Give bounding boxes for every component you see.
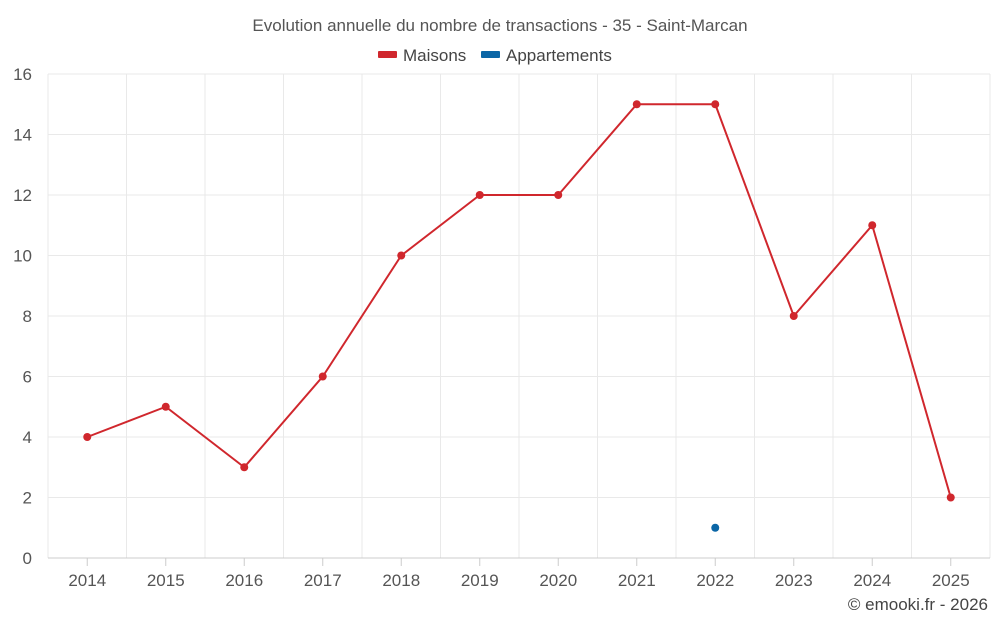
legend-swatch-maisons — [378, 51, 397, 58]
data-point-maisons-2017[interactable] — [318, 372, 327, 381]
x-tick-label: 2016 — [225, 571, 263, 590]
data-point-maisons-2018[interactable] — [397, 251, 406, 260]
x-tick-label: 2017 — [304, 571, 342, 590]
x-tick-label: 2022 — [696, 571, 734, 590]
legend-swatch-appartements — [481, 51, 500, 58]
data-point-maisons-2022[interactable] — [711, 100, 720, 109]
legend-label-maisons: Maisons — [403, 46, 466, 65]
series-line-maisons — [86, 103, 952, 498]
data-point-appartements-2022[interactable] — [711, 523, 720, 532]
data-point-maisons-2014[interactable] — [83, 433, 92, 441]
data-point-maisons-2021[interactable] — [632, 100, 641, 109]
y-tick-label: 14 — [13, 126, 32, 145]
x-tick-label: 2018 — [382, 571, 420, 590]
x-tick-label: 2015 — [147, 571, 185, 590]
y-tick-label: 10 — [13, 247, 32, 266]
x-axis: 2014 2015 2016 2017 2018 2019 2020 2021 2022 2023… — [48, 557, 990, 590]
y-tick-label: 12 — [13, 186, 32, 205]
data-point-maisons-2020[interactable] — [554, 191, 563, 199]
x-tick-label: 2020 — [539, 571, 577, 590]
y-tick-label: 4 — [23, 428, 32, 447]
grid — [47, 73, 991, 558]
y-tick-label: 8 — [23, 307, 32, 326]
y-tick-label: 0 — [23, 549, 32, 568]
data-point-maisons-2025[interactable] — [946, 493, 955, 502]
y-axis: 0 2 4 6 8 10 12 14 16 — [13, 65, 32, 568]
x-tick-label: 2014 — [68, 571, 106, 590]
chart-title: Evolution annuelle du nombre de transact… — [252, 16, 747, 35]
x-tick-label: 2019 — [461, 571, 499, 590]
x-tick-label: 2023 — [775, 571, 813, 590]
x-tick-label: 2021 — [618, 571, 656, 590]
series-maisons — [83, 100, 955, 502]
series-layer — [83, 100, 955, 532]
series-appartements — [711, 523, 720, 532]
data-point-maisons-2016[interactable] — [240, 463, 249, 472]
x-tick-label: 2024 — [853, 571, 891, 590]
data-point-maisons-2015[interactable] — [161, 402, 170, 411]
data-point-maisons-2024[interactable] — [868, 221, 877, 230]
legend-item-appartements[interactable]: Appartements — [481, 46, 612, 65]
legend-label-appartements: Appartements — [506, 46, 612, 65]
y-tick-label: 6 — [23, 368, 32, 387]
data-point-maisons-2019[interactable] — [475, 191, 484, 199]
legend-item-maisons[interactable]: Maisons — [378, 46, 466, 65]
data-point-maisons-2023[interactable] — [789, 312, 798, 320]
y-tick-label: 16 — [13, 65, 32, 84]
x-tick-label: 2025 — [932, 571, 970, 590]
y-tick-label: 2 — [23, 489, 32, 508]
credit-text: © emooki.fr - 2026 — [848, 595, 988, 614]
legend: Maisons Appartements — [378, 46, 612, 65]
